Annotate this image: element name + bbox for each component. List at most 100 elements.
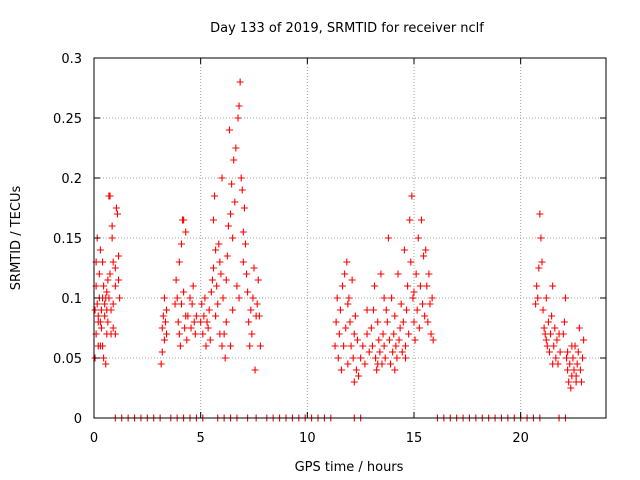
data-point: [238, 186, 246, 194]
data-point: [539, 306, 547, 314]
data-point: [359, 342, 367, 350]
data-point: [565, 378, 573, 386]
data-point: [553, 336, 561, 344]
data-point: [212, 312, 220, 320]
data-point: [384, 234, 392, 242]
data-point: [233, 282, 241, 290]
data-point: [163, 330, 171, 338]
data-point: [218, 342, 226, 350]
chart-title: Day 133 of 2019, SRMTID for receiver ncl…: [210, 21, 484, 36]
data-point: [404, 282, 412, 290]
data-point: [413, 306, 421, 314]
data-point: [344, 360, 352, 368]
data-point: [103, 288, 111, 296]
data-point: [335, 330, 343, 338]
data-point: [331, 342, 339, 350]
data-point: [103, 330, 111, 338]
data-point: [227, 342, 235, 350]
data-point: [245, 318, 253, 326]
data-point: [229, 234, 237, 242]
data-point: [232, 144, 240, 152]
data-point: [549, 360, 557, 368]
data-point: [161, 318, 169, 326]
data-point: [540, 324, 548, 332]
data-point: [422, 246, 430, 254]
y-tick-label: 0.1: [61, 292, 82, 307]
data-point: [421, 312, 429, 320]
y-axis-label: SRMTID / TECUs: [9, 186, 24, 291]
data-point: [106, 192, 114, 200]
data-point: [219, 294, 227, 302]
data-point: [254, 276, 262, 284]
data-point: [94, 312, 102, 320]
data-point: [204, 324, 212, 332]
data-point: [349, 354, 357, 362]
data-point: [182, 228, 190, 236]
data-point: [542, 294, 550, 302]
data-point: [222, 318, 230, 326]
data-point: [256, 342, 264, 350]
data-point: [414, 234, 422, 242]
data-point: [214, 300, 222, 308]
data-point: [563, 354, 571, 362]
x-tick-label: 0: [90, 431, 98, 446]
data-point: [564, 348, 572, 356]
data-point: [350, 330, 358, 338]
data-point: [423, 282, 431, 290]
data-point: [351, 312, 359, 320]
data-point: [241, 240, 249, 248]
data-point: [405, 330, 413, 338]
data-point: [227, 210, 235, 218]
data-point: [419, 300, 427, 308]
data-point: [570, 366, 578, 374]
data-point: [99, 258, 107, 266]
data-point: [411, 336, 419, 344]
data-point: [160, 336, 168, 344]
data-point: [109, 258, 117, 266]
data-point: [176, 342, 184, 350]
data-point: [159, 312, 167, 320]
data-point: [380, 294, 388, 302]
data-point: [216, 258, 224, 266]
data-point: [213, 282, 221, 290]
data-point: [559, 330, 567, 338]
data-point: [568, 342, 576, 350]
data-point: [538, 258, 546, 266]
data-point: [344, 300, 352, 308]
data-point: [108, 222, 116, 230]
data-point: [567, 384, 575, 392]
data-point: [564, 366, 572, 374]
data-point: [399, 318, 407, 326]
data-point: [533, 282, 541, 290]
data-point: [221, 354, 229, 362]
y-tick-label: 0.2: [61, 172, 82, 187]
data-point: [348, 276, 356, 284]
data-point: [223, 252, 231, 260]
data-point: [535, 264, 543, 272]
data-point: [381, 354, 389, 362]
data-point: [401, 354, 409, 362]
data-point: [346, 318, 354, 326]
data-point: [350, 378, 358, 386]
data-point: [253, 300, 261, 308]
data-point: [420, 252, 428, 260]
data-point: [190, 318, 198, 326]
data-point: [365, 348, 373, 356]
data-point: [106, 270, 114, 278]
data-point: [357, 354, 365, 362]
data-point: [212, 246, 220, 254]
x-tick-label: 15: [406, 431, 423, 446]
data-point: [115, 252, 123, 260]
data-point: [337, 366, 345, 374]
data-point: [569, 354, 577, 362]
data-point: [217, 270, 225, 278]
data-point: [158, 324, 166, 332]
data-point: [579, 354, 587, 362]
y-tick-label: 0.05: [53, 352, 82, 367]
data-point: [163, 306, 171, 314]
data-point: [202, 342, 210, 350]
data-point: [429, 336, 437, 344]
y-tick-label: 0.25: [53, 112, 82, 127]
data-point: [112, 204, 120, 212]
data-point: [231, 198, 239, 206]
